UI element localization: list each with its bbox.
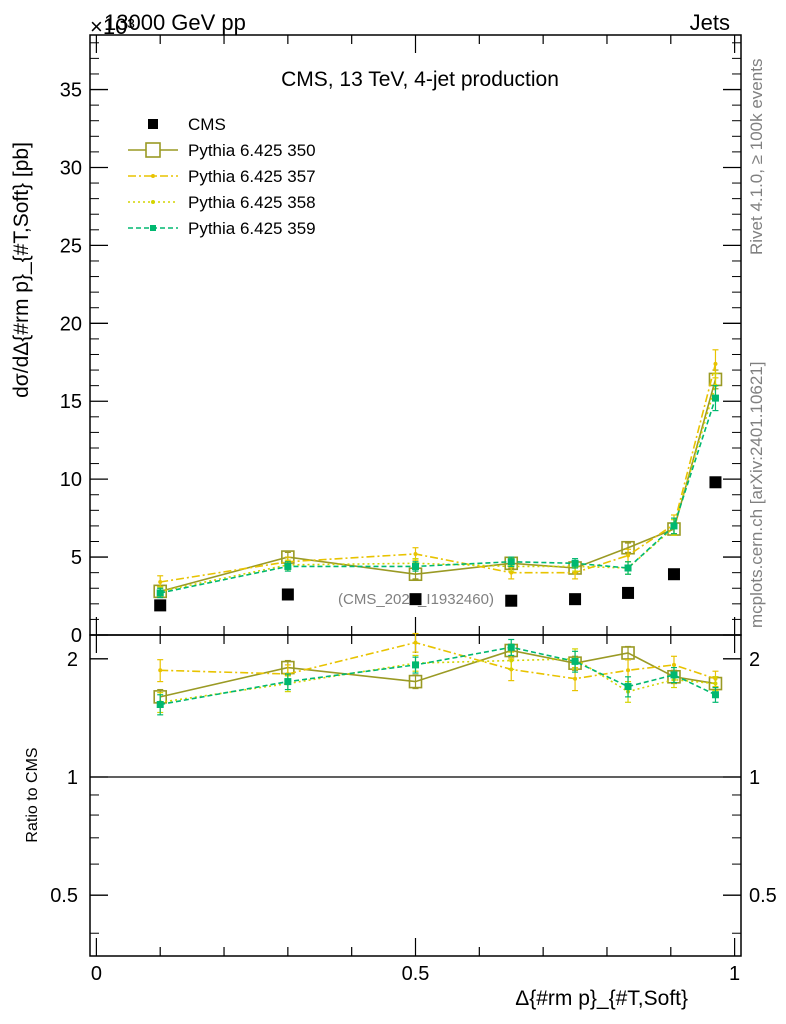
main-y-tick-label: 0 [71, 625, 82, 647]
main-point [670, 522, 678, 530]
x-tick-label: 0.5 [402, 963, 430, 985]
main-y-tick-label: 35 [60, 80, 82, 102]
ratio-point [711, 691, 719, 699]
legend-359-marker [150, 225, 156, 231]
ratio-point [509, 658, 514, 663]
main-cms-point [154, 599, 167, 612]
ratio-point [507, 643, 515, 651]
main-axes: 0 5 10 15 20 25 30 35 [60, 35, 741, 647]
energy-label: 13000 GeV pp [104, 10, 246, 35]
ratio-point [408, 674, 423, 689]
legend-cms-marker [148, 119, 158, 129]
x-axis-label: Δ{#rm p}_{#T,Soft} [515, 987, 688, 1010]
main-y-tick-label: 20 [60, 313, 82, 335]
main-line [160, 363, 717, 583]
main-point [412, 562, 419, 570]
ratio-point [621, 646, 635, 660]
process-label: Jets [690, 10, 730, 35]
ratio-line [160, 646, 716, 706]
main-point [711, 394, 719, 402]
main-point [413, 551, 418, 556]
legend-359-label: Pythia 6.425 359 [188, 219, 316, 238]
ratio-series [153, 632, 723, 716]
ratio-point [624, 683, 632, 691]
main-title: CMS, 13 TeV, 4-jet production [281, 68, 559, 91]
legend-entry-350: Pythia 6.425 350 [128, 141, 316, 160]
main-point [571, 559, 579, 567]
main-point [507, 558, 515, 566]
main-y-tick-label: 25 [60, 235, 82, 257]
ratio-point [573, 676, 578, 681]
main-point [713, 361, 718, 366]
main-cms-point [409, 593, 422, 606]
main-point [158, 580, 163, 585]
main-series-pythia-6-425-358 [157, 372, 719, 597]
main-cms-point [667, 568, 680, 581]
main-cms-point [569, 593, 582, 606]
legend-cms-label: CMS [188, 115, 226, 134]
main-cms-point [622, 586, 635, 599]
ratio-point [671, 662, 676, 667]
ratio-point [412, 661, 419, 669]
main-y-tick-label: 5 [71, 547, 82, 569]
main-line [160, 397, 717, 594]
ratio-point [158, 668, 163, 673]
ratio-y-tick-label: 1 [67, 767, 78, 789]
rivet-version-label: Rivet 4.1.0, ≥ 100k events [747, 59, 766, 255]
ratio-line [160, 658, 716, 704]
legend-entry-cms: CMS [148, 115, 226, 134]
ratio-point [670, 671, 678, 679]
ratio-point [413, 640, 418, 645]
legend-entry-359: Pythia 6.425 359 [128, 219, 316, 238]
legend-357-marker [151, 174, 155, 178]
ratio-y-tick-label-right: 1 [749, 767, 760, 789]
mcplots-credit-label: mcplots.cern.ch [arXiv:2401.10621] [747, 362, 766, 628]
ratio-y-tick-label: 2 [67, 649, 78, 671]
ratio-point [713, 681, 718, 686]
ratio-y-tick-label: 0.5 [50, 885, 78, 907]
main-point [626, 553, 631, 558]
main-line [160, 385, 717, 593]
main-cms-point [281, 588, 294, 601]
legend-entry-358: Pythia 6.425 358 [128, 193, 316, 212]
main-line [159, 379, 717, 593]
main-point [284, 562, 292, 570]
ratio-axes: 0.5 0.5 1 1 2 2 0 0.5 1 [50, 635, 777, 985]
legend-entry-357: Pythia 6.425 357 [128, 167, 316, 186]
ratio-point [156, 701, 164, 709]
ratio-point [284, 678, 292, 686]
main-point [624, 564, 632, 572]
main-series [153, 349, 723, 612]
legend-358-label: Pythia 6.425 358 [188, 193, 316, 212]
legend-350-label: Pythia 6.425 350 [188, 141, 316, 160]
ratio-line [160, 641, 716, 680]
x-tick-label: 1 [729, 963, 740, 985]
legend: CMS Pythia 6.425 350 Pythia 6.425 357 Py… [128, 115, 316, 238]
ratio-point [571, 657, 579, 665]
x-tick-label: 0 [91, 963, 102, 985]
ratio-y-tick-label-right: 0.5 [749, 885, 777, 907]
ratio-series-pythia-6-425-350 [153, 643, 723, 706]
main-y-tick-label: 15 [60, 391, 82, 413]
main-cms-point [709, 476, 722, 489]
main-series-cms [154, 476, 722, 612]
ratio-line [160, 649, 716, 698]
legend-357-label: Pythia 6.425 357 [188, 167, 316, 186]
main-point [156, 589, 164, 597]
main-y-tick-label: 30 [60, 157, 82, 179]
main-y-tick-label: 10 [60, 469, 82, 491]
ratio-y-axis-label: Ratio to CMS [24, 747, 41, 842]
legend-358-marker [151, 200, 155, 204]
legend-350-marker [145, 142, 161, 158]
ratio-series-pythia-6-425-359 [156, 638, 719, 716]
main-cms-point [505, 594, 518, 607]
main-series-pythia-6-425-359 [156, 385, 719, 599]
main-y-axis-label: dσ/dΔ{#rm p}_{#T,Soft} [pb] [10, 142, 33, 398]
ratio-y-tick-label-right: 2 [749, 649, 760, 671]
ratio-point [626, 668, 631, 673]
